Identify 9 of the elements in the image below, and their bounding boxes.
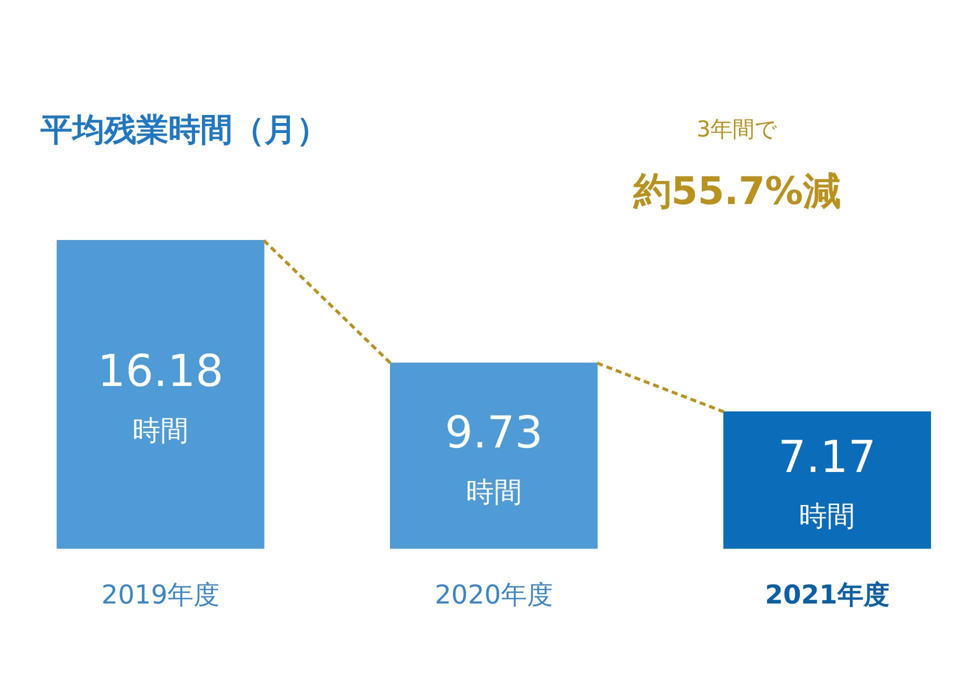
text: 約55.7%減 (632, 169, 842, 214)
data-label: 16.18 時間 (98, 346, 224, 447)
x-tick-label: 2021年度 (764, 580, 890, 611)
data-label: 9.73 時間 (444, 407, 543, 508)
chart-title: 平均残業時間（月） (40, 110, 328, 149)
text: 3年間で (696, 118, 778, 143)
data-label: 7.17 時間 (778, 432, 876, 533)
x-tick-label: 2020年度 (434, 580, 553, 611)
x-tick-label: 2019年度 (101, 580, 220, 611)
